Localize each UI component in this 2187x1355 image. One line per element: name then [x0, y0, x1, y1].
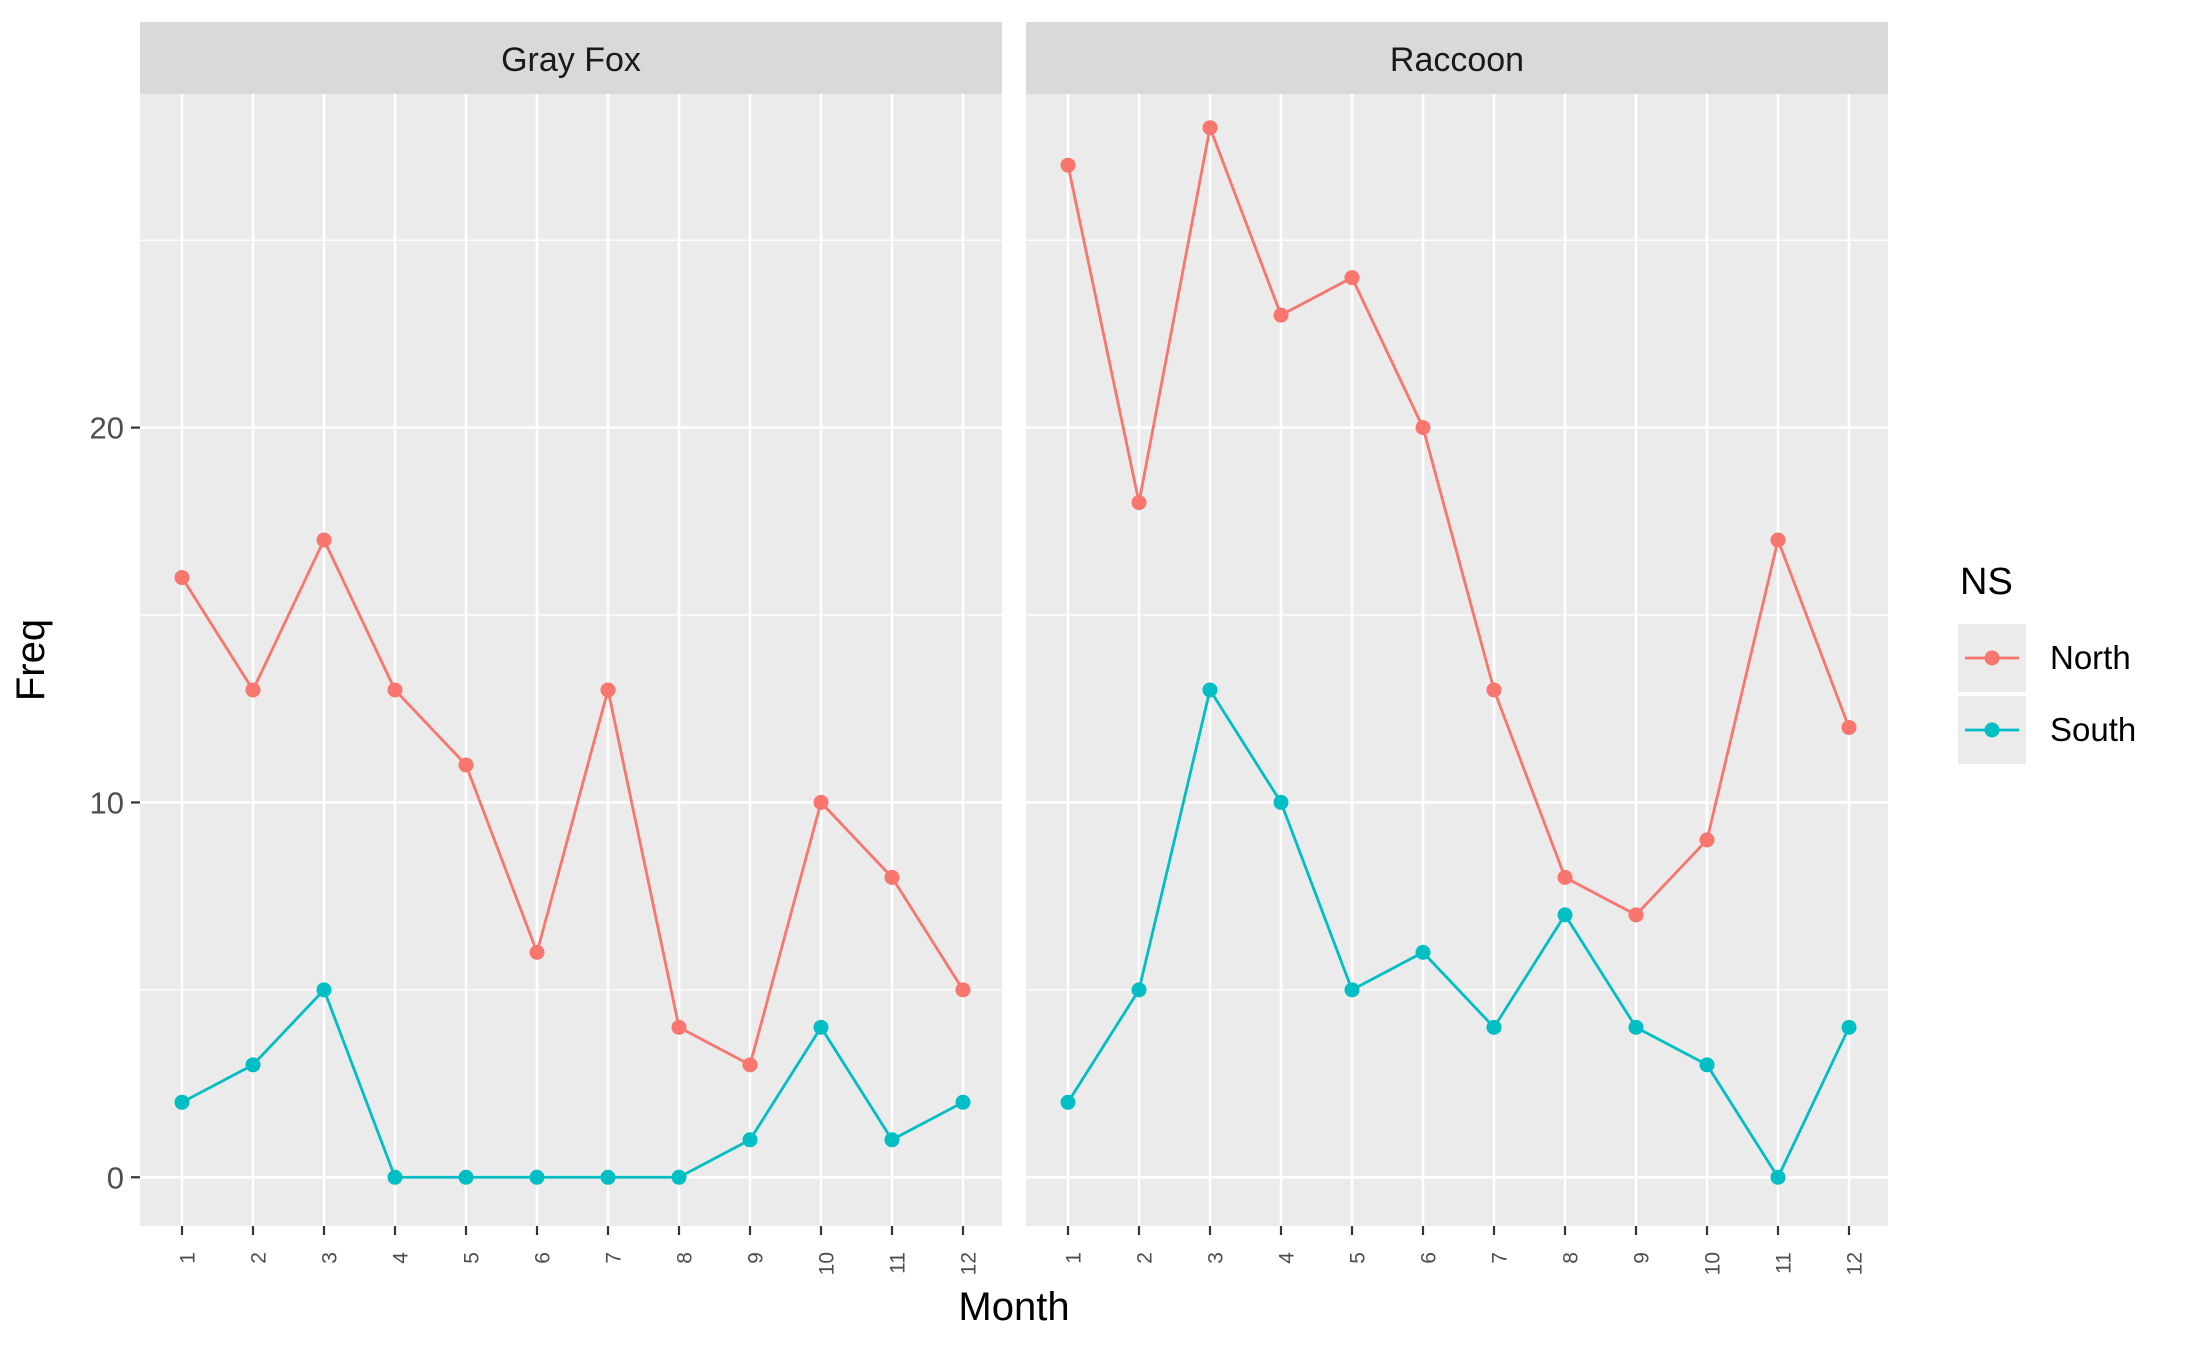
x-tick-label: 12 — [1844, 1252, 1867, 1275]
data-point-south — [387, 1169, 403, 1185]
data-point-north — [1628, 907, 1644, 923]
series-line-south — [181, 987, 964, 1179]
data-point-north — [1699, 832, 1715, 848]
data-point-south — [1060, 1094, 1076, 1110]
x-tick-label: 2 — [248, 1252, 271, 1264]
x-tick-label: 1 — [1063, 1252, 1086, 1264]
x-tick-label: 10 — [1702, 1252, 1725, 1275]
panel-background — [1026, 94, 1888, 1226]
x-tick-label: 7 — [1489, 1252, 1512, 1264]
data-point-south — [1841, 1019, 1857, 1035]
data-point-south — [1486, 1019, 1502, 1035]
x-tick-label: 9 — [1631, 1252, 1654, 1264]
data-point-south — [1344, 982, 1360, 998]
data-point-south — [742, 1132, 758, 1148]
data-point-south — [1557, 907, 1573, 923]
legend-label-north: North — [2050, 639, 2131, 676]
facet-strip — [1026, 22, 1888, 94]
x-tick-label: 3 — [1205, 1252, 1228, 1264]
legend-label-south: South — [2050, 711, 2136, 748]
facet-strip — [140, 22, 1002, 94]
data-point-north — [1770, 532, 1786, 548]
data-point-south — [1415, 944, 1431, 960]
x-tick-label: 11 — [1773, 1252, 1796, 1274]
data-point-south — [813, 1019, 829, 1035]
data-point-south — [1628, 1019, 1644, 1035]
x-tick-label: 1 — [177, 1252, 200, 1264]
data-point-north — [1344, 270, 1360, 286]
data-point-south — [600, 1169, 616, 1185]
legend: NS North South — [1958, 561, 2136, 764]
series-line-north — [1066, 122, 1851, 917]
data-point-south — [671, 1169, 687, 1185]
data-point-north — [813, 794, 829, 810]
data-point-north — [884, 869, 900, 885]
facet-strip-label: Gray Fox — [501, 41, 641, 79]
x-tick-label: 11 — [887, 1252, 910, 1274]
data-point-south — [1131, 982, 1147, 998]
data-point-north — [529, 944, 545, 960]
x-tick-label: 10 — [816, 1252, 839, 1275]
data-point-south — [1699, 1057, 1715, 1073]
data-point-north — [1486, 682, 1502, 698]
data-point-south — [458, 1169, 474, 1185]
x-tick-label: 3 — [319, 1252, 342, 1264]
x-tick-label: 4 — [390, 1252, 413, 1264]
data-point-north — [1415, 420, 1431, 436]
data-point-north — [671, 1019, 687, 1035]
x-tick-label: 12 — [958, 1252, 981, 1275]
data-point-north — [1557, 869, 1573, 885]
data-point-north — [955, 982, 971, 998]
facet-strip-label: Raccoon — [1390, 41, 1524, 79]
data-point-north — [742, 1057, 758, 1073]
data-point-south — [529, 1169, 545, 1185]
legend-key-point — [1984, 650, 2000, 666]
data-point-south — [316, 982, 332, 998]
data-point-south — [1273, 794, 1289, 810]
data-point-south — [884, 1132, 900, 1148]
x-tick-label: 9 — [745, 1252, 768, 1264]
y-axis: 0 10 20 — [90, 411, 140, 1195]
x-tick-label: 7 — [603, 1252, 626, 1264]
y-tick-label: 10 — [90, 785, 124, 820]
data-point-north — [174, 570, 190, 586]
x-tick-label: 2 — [1134, 1252, 1157, 1264]
y-axis-title: Freq — [9, 619, 53, 701]
data-point-south — [955, 1094, 971, 1110]
series-line-south — [1066, 686, 1851, 1181]
y-tick-label: 0 — [107, 1160, 124, 1195]
x-tick-label: 4 — [1276, 1252, 1299, 1264]
data-point-north — [1273, 307, 1289, 323]
panel-background — [140, 94, 1002, 1226]
data-point-south — [174, 1094, 190, 1110]
data-point-north — [245, 682, 261, 698]
x-tick-label: 5 — [1347, 1252, 1370, 1264]
data-point-north — [387, 682, 403, 698]
x-tick-label: 8 — [674, 1252, 697, 1264]
x-tick-label: 6 — [532, 1252, 555, 1264]
y-tick-label: 20 — [90, 411, 124, 446]
data-point-north — [1060, 157, 1076, 173]
data-point-north — [600, 682, 616, 698]
data-point-north — [458, 757, 474, 773]
data-point-north — [1202, 120, 1218, 136]
data-point-south — [245, 1057, 261, 1073]
data-point-north — [316, 532, 332, 548]
x-tick-label: 6 — [1418, 1252, 1441, 1264]
x-axis-title: Month — [958, 1285, 1069, 1329]
series-line-north — [180, 536, 965, 1067]
data-point-south — [1770, 1169, 1786, 1185]
legend-title: NS — [1960, 561, 2013, 603]
legend-key-point — [1984, 722, 2000, 738]
data-point-north — [1131, 495, 1147, 511]
x-tick-label: 5 — [461, 1252, 484, 1264]
data-point-north — [1841, 719, 1857, 735]
x-tick-label: 8 — [1560, 1252, 1583, 1264]
data-point-south — [1202, 682, 1218, 698]
